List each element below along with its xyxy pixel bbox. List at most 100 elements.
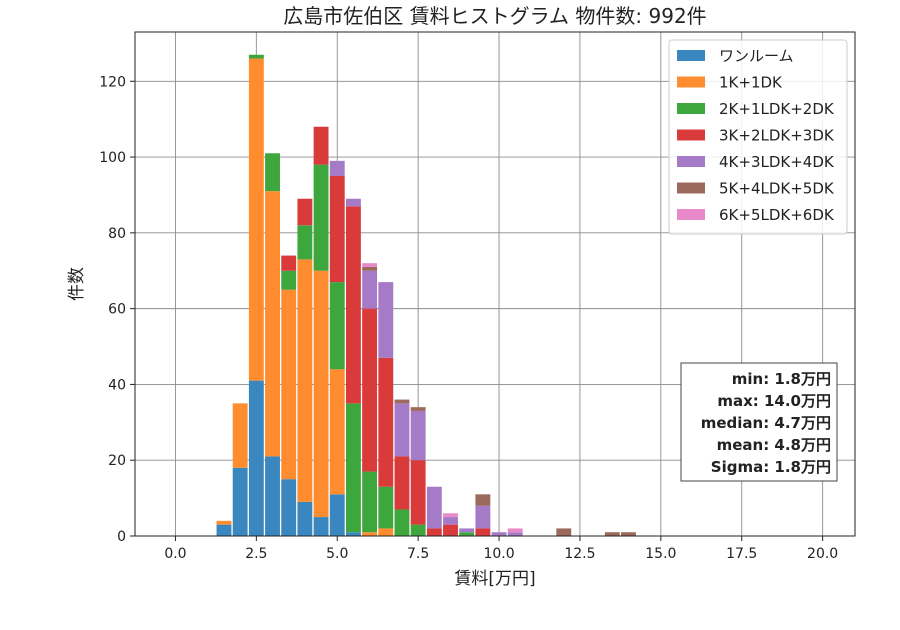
bar-segment-s6-b9	[362, 263, 378, 267]
legend-swatch	[677, 76, 705, 88]
bar-segment-s4-b16	[475, 505, 491, 529]
x-tick-label: 2.5	[245, 546, 267, 562]
y-tick-label: 60	[108, 302, 126, 318]
x-axis-label: 賃料[万円]	[454, 569, 535, 589]
x-tick-label: 10.0	[483, 546, 514, 562]
bar-segment-s4-b12	[410, 410, 426, 461]
bar-segment-s5-b11	[394, 399, 410, 404]
bar-segment-s0-b1	[232, 467, 248, 536]
bar-segment-s2-b6	[313, 164, 329, 271]
bar-segment-s0-b6	[313, 517, 329, 536]
bar-segment-s5-b12	[410, 407, 426, 411]
bar-segment-s5-b21	[556, 528, 572, 536]
bar-segment-s2-b2	[248, 54, 264, 59]
stats-line: min: 1.8万円	[732, 370, 831, 388]
bar-segment-s2-b15	[459, 532, 475, 536]
legend-swatch	[677, 209, 705, 220]
bar-segment-s3-b11	[394, 456, 410, 510]
bar-segment-s2-b8	[345, 403, 361, 533]
legend-label: 2K+1LDK+2DK	[719, 100, 835, 118]
stats-box: min: 1.8万円 max: 14.0万円 median: 4.7万円 mean: …	[680, 362, 838, 482]
bar-segment-s1-b2	[248, 58, 264, 381]
bar-segment-s0-b3	[265, 456, 280, 536]
y-tick-label: 80	[108, 226, 126, 242]
bar-segment-s2-b12	[410, 524, 426, 536]
bar-segment-s1-b3	[265, 191, 280, 457]
bar-segment-s3-b8	[345, 206, 361, 404]
bar-segment-s3-b16	[475, 528, 491, 536]
bar-segment-s1-b5	[297, 259, 313, 502]
bar-segment-s3-b12	[410, 460, 426, 525]
bar-segment-s4-b10	[378, 282, 394, 358]
legend-swatch	[677, 156, 705, 167]
legend-label: 5K+4LDK+5DK	[719, 180, 835, 198]
x-tick-label: 20.0	[807, 546, 838, 562]
bar-segment-s4-b17	[491, 532, 507, 536]
x-tick-label: 12.5	[564, 546, 595, 562]
x-axis-ticks: 0.0 2.5 5.0 7.5 10.0 12.5 15.0 17.5 20.0	[164, 536, 838, 562]
legend-label: 6K+5LDK+6DK	[719, 206, 835, 224]
bar-segment-s2-b9	[362, 471, 378, 533]
bar-segment-s4-b13	[426, 486, 442, 529]
y-axis-label: 件数	[67, 267, 87, 301]
stats-line: median: 4.7万円	[701, 414, 831, 432]
bar-segment-s3-b9	[362, 308, 378, 472]
legend: ワンルーム 1K+1DK 2K+1LDK+2DK 3K+2LDK+3DK 4K+3LDK…	[668, 39, 848, 235]
stats-line: max: 14.0万円	[717, 392, 831, 410]
x-tick-label: 7.5	[407, 546, 429, 562]
bar-segment-s5-b24	[604, 532, 620, 536]
legend-label: 4K+3LDK+4DK	[719, 153, 835, 171]
legend-label: 3K+2LDK+3DK	[719, 127, 835, 145]
bar-segment-s0-b0	[216, 524, 232, 536]
bar-segment-s6-b18	[507, 528, 523, 533]
bar-segment-s0-b5	[297, 501, 313, 536]
y-tick-label: 100	[99, 150, 126, 166]
bar-segment-s4-b9	[362, 270, 378, 309]
y-axis-ticks: 0 20 40 60 80 100 120	[99, 74, 135, 545]
bar-segment-s4-b8	[345, 198, 361, 207]
bar-segment-s4-b7	[329, 160, 345, 176]
bar-segment-s3-b10	[378, 357, 394, 487]
bar-segment-s2-b11	[394, 509, 410, 536]
bar-segment-s1-b9	[362, 532, 378, 536]
legend-swatch	[677, 129, 705, 141]
bar-segment-s3-b14	[443, 524, 458, 536]
bars-group	[216, 54, 636, 536]
bar-segment-s2-b5	[297, 225, 313, 260]
bar-segment-s0-b8	[345, 532, 361, 536]
bar-segment-s5-b9	[362, 266, 378, 271]
stats-box-frame	[680, 362, 838, 482]
plot-frame	[134, 31, 856, 537]
bar-segment-s3-b13	[426, 528, 442, 536]
stats-line: Sigma: 1.8万円	[711, 458, 831, 476]
bar-segment-s4-b15	[459, 528, 475, 533]
bar-segment-s0-b7	[329, 494, 345, 536]
bar-segment-s3-b7	[329, 176, 345, 283]
bar-segment-s2-b7	[329, 282, 345, 370]
bar-segment-s2-b3	[265, 153, 280, 192]
x-tick-label: 17.5	[726, 546, 757, 562]
legend-label: ワンルーム	[719, 47, 794, 65]
bar-segment-s6-b14	[443, 513, 458, 518]
bar-segment-s2-b4	[281, 270, 297, 290]
bar-segment-s0-b4	[281, 479, 297, 536]
legend-frame	[668, 39, 848, 235]
bar-segment-s4-b18	[507, 532, 523, 536]
bar-segment-s3-b5	[297, 198, 313, 226]
y-tick-label: 40	[108, 377, 126, 393]
legend-swatch	[677, 50, 705, 61]
bar-segment-s1-b0	[216, 520, 232, 525]
bar-segment-s3-b6	[313, 126, 329, 165]
y-tick-label: 0	[117, 529, 126, 545]
legend-label: 1K+1DK	[719, 74, 783, 92]
x-tick-label: 0.0	[164, 546, 186, 562]
bar-segment-s4-b11	[394, 403, 410, 457]
legend-swatch	[677, 103, 705, 114]
bar-segment-s1-b4	[281, 289, 297, 480]
bar-segment-s5-b16	[475, 494, 491, 506]
x-tick-label: 5.0	[326, 546, 348, 562]
bar-segment-s3-b4	[281, 255, 297, 271]
legend-swatch	[677, 182, 705, 194]
bar-segment-s1-b7	[329, 369, 345, 495]
